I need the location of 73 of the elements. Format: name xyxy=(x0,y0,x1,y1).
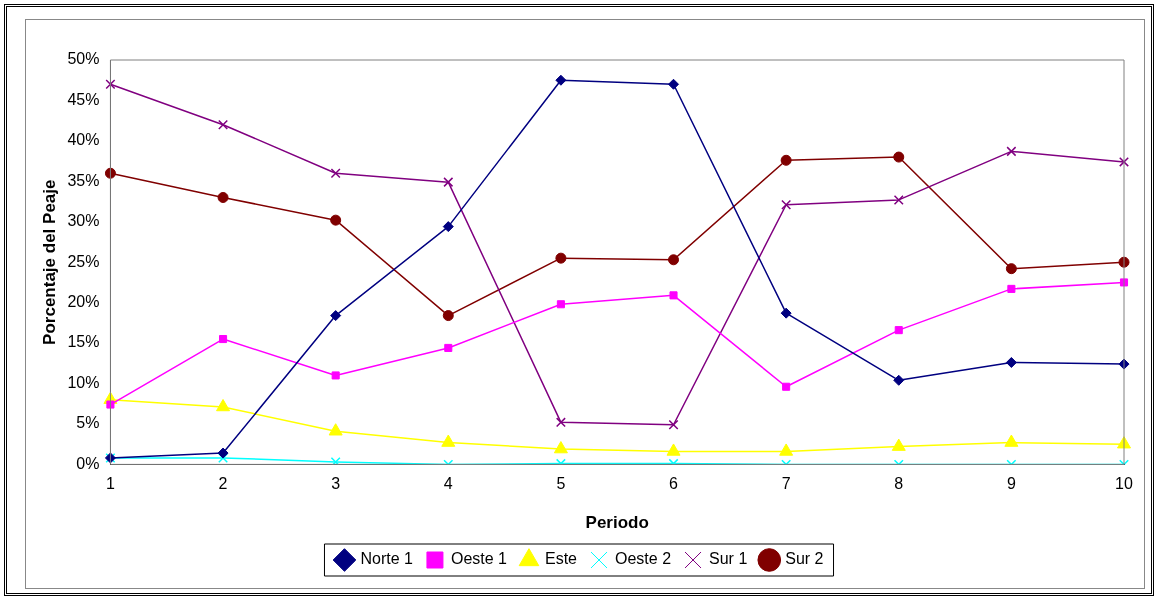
point xyxy=(1006,146,1017,157)
point xyxy=(779,443,794,456)
point xyxy=(891,438,906,451)
point xyxy=(442,310,454,322)
point xyxy=(1119,156,1129,167)
point xyxy=(668,419,679,430)
point xyxy=(666,443,681,456)
point xyxy=(555,252,567,264)
point xyxy=(553,441,568,454)
point xyxy=(441,434,456,447)
y-tick-label: 20% xyxy=(67,293,100,311)
x-tick-label: 3 xyxy=(331,475,341,493)
y-axis-title: Porcentaje del Peaje xyxy=(39,179,59,345)
point xyxy=(217,192,229,203)
legend-label: Oeste 1 xyxy=(450,550,508,568)
point xyxy=(893,374,905,386)
point xyxy=(105,79,116,90)
point xyxy=(556,300,565,309)
point xyxy=(218,119,229,130)
y-tick-label: 5% xyxy=(76,414,100,432)
point xyxy=(668,78,680,90)
x-tick-label: 2 xyxy=(218,475,228,493)
x-tick-label: 4 xyxy=(443,475,453,493)
point xyxy=(331,371,340,380)
point xyxy=(217,447,229,459)
legend-label: Sur 2 xyxy=(785,550,824,568)
y-tick-label: 15% xyxy=(67,333,100,351)
legend-label: Norte 1 xyxy=(360,550,414,568)
point xyxy=(104,167,116,179)
x-tick-label: 6 xyxy=(669,475,679,493)
point xyxy=(328,423,343,436)
point xyxy=(330,214,342,226)
point xyxy=(1007,284,1016,293)
point xyxy=(106,400,115,409)
x-tick-label: 1 xyxy=(105,475,115,493)
point xyxy=(1004,434,1019,447)
point xyxy=(1005,263,1017,275)
y-tick-label: 35% xyxy=(67,171,100,189)
point xyxy=(780,154,792,166)
x-tick-label: 7 xyxy=(781,475,791,493)
point xyxy=(219,335,228,344)
point xyxy=(555,74,567,86)
y-tick-label: 25% xyxy=(67,252,100,270)
y-tick-label: 30% xyxy=(67,212,100,230)
y-tick-label: 0% xyxy=(76,454,100,472)
x-tick-label: 5 xyxy=(556,475,566,493)
point xyxy=(555,417,566,428)
point xyxy=(780,307,792,319)
y-tick-label: 10% xyxy=(67,373,100,391)
point xyxy=(893,194,904,205)
point xyxy=(443,177,454,188)
point xyxy=(894,326,903,335)
x-tick-label: 8 xyxy=(894,475,904,493)
legend-label: Oeste 2 xyxy=(615,550,672,568)
y-tick-label: 50% xyxy=(67,50,100,68)
x-tick-label: 9 xyxy=(1006,475,1016,493)
point xyxy=(669,291,678,300)
point xyxy=(330,310,342,322)
point xyxy=(216,398,231,412)
y-tick-label: 40% xyxy=(67,131,100,149)
point xyxy=(893,151,905,163)
legend-label: Este xyxy=(544,550,578,568)
x-axis-title: Periodo xyxy=(585,513,649,533)
legend-label: Sur 1 xyxy=(709,550,748,568)
point xyxy=(668,254,680,266)
x-tick-label: 10 xyxy=(1115,475,1133,493)
point xyxy=(1005,356,1017,368)
point xyxy=(781,199,792,210)
y-tick-label: 45% xyxy=(67,90,100,108)
point xyxy=(330,168,341,179)
point xyxy=(444,343,453,352)
point xyxy=(782,382,791,391)
point xyxy=(442,221,454,233)
